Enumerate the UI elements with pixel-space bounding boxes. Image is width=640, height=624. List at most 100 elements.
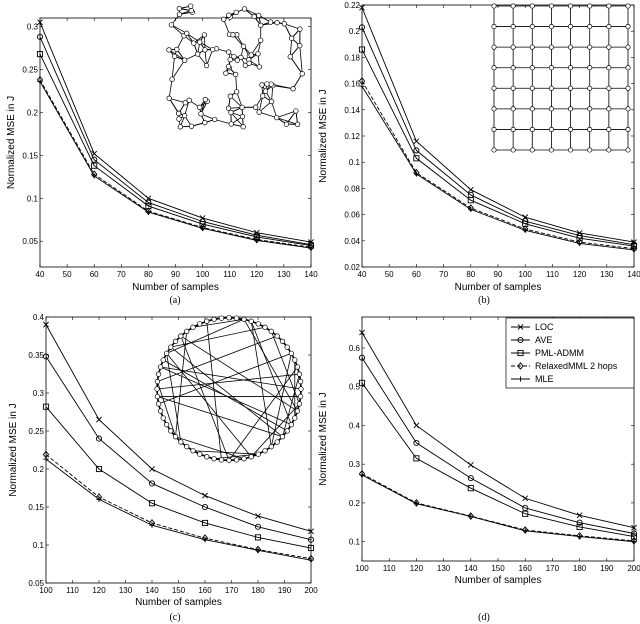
graph-edge [171,24,185,37]
inset-small-world-ring-graph [154,315,304,463]
data-point [200,225,206,231]
graph-node [281,21,288,27]
y-tick-label: 0.3 [33,389,45,398]
graph-edge [250,321,272,447]
graph-node [154,378,161,385]
data-point [413,171,419,177]
graph-node [510,147,516,153]
graph-edge [282,374,300,437]
axes-box [361,4,635,268]
graph-node [292,357,298,363]
graph-node [491,3,497,9]
panel-caption: (b) [478,295,490,306]
series-line [361,85,635,251]
graph-node [296,371,303,377]
x-tick-label: 110 [66,586,79,595]
data-point [148,500,156,507]
graph-node [157,364,164,370]
graph-node [297,26,303,32]
graph-node [234,89,240,95]
graph-node [294,121,301,127]
graph-node [256,64,263,70]
graph-node [223,70,229,76]
data-point [359,472,365,478]
x-axis-label: Number of samples [135,597,222,608]
x-tick-label: 90 [494,270,503,279]
data-point [96,416,102,423]
data-point [413,138,420,145]
x-tick-label: 120 [92,586,106,595]
graph-node [510,85,516,91]
graph-node [190,324,196,330]
graph-edge [250,321,292,425]
graph-node [226,12,232,18]
graph-node [568,3,574,9]
graph-node [587,3,593,9]
series-mle [43,456,314,563]
graph-node [296,401,303,407]
x-tick-label: 150 [172,586,186,595]
graph-edge [171,24,187,34]
data-point [359,329,365,336]
chart-panel-d: 100 110 120 130 140 150 160 170 180 190 200 0.1 0.2 0… [318,316,640,623]
x-tick-label: 110 [383,564,396,573]
x-tick-label: 200 [304,586,318,595]
graph-node [262,448,268,454]
legend-marker [517,376,524,382]
graph-node [177,124,183,130]
y-tick-label: 0.08 [344,184,360,193]
graph-node [510,44,516,50]
graph-node [163,421,170,428]
y-tick-label: 0.02 [344,263,360,272]
graph-node [233,71,239,78]
graph-node [226,457,232,463]
series-line [361,473,635,542]
graph-node [204,454,210,460]
graph-node [568,85,574,91]
panel-caption: (a) [169,295,180,306]
series-line [45,324,312,532]
graph-node [238,54,244,61]
graph-node [197,451,203,457]
graph-node [568,106,574,112]
graph-node [606,3,612,9]
y-axis-label: Normalized MSE in J [318,392,329,485]
graph-node [274,333,280,339]
data-point [201,519,209,527]
x-tick-label: 110 [223,270,236,279]
graph-edge [243,319,298,412]
data-point [576,235,583,242]
graph-edge [156,373,300,390]
data-point [148,480,156,487]
data-point [413,422,420,429]
x-tick-label: 80 [466,270,475,279]
x-tick-label: 60 [90,270,99,279]
x-tick-label: 140 [145,586,159,595]
data-point [359,83,365,89]
graph-node [568,126,574,132]
legend-marker [517,336,524,344]
x-axis-label: Number of samples [132,282,219,293]
x-tick-label: 40 [36,270,45,279]
graph-node [190,448,196,454]
x-tick-label: 130 [600,270,614,279]
data-point [307,536,315,543]
graph-node [606,147,612,153]
data-point [308,557,314,563]
data-point [201,503,209,511]
graph-node [568,65,574,71]
graph-edge [230,95,243,108]
graph-node [233,9,239,15]
graph-node [548,3,554,9]
graph-node [233,457,240,463]
graph-node [241,6,248,12]
series-mle [37,78,314,251]
y-tick-label: 0.05 [28,579,44,588]
chart-panel-c: 100 110 120 130 140 150 160 170 180 190 200 0.05 0.1… [8,313,318,623]
graph-node [290,86,296,92]
graph-node [175,110,182,117]
graph-node [168,344,174,350]
graph-node [202,120,208,126]
